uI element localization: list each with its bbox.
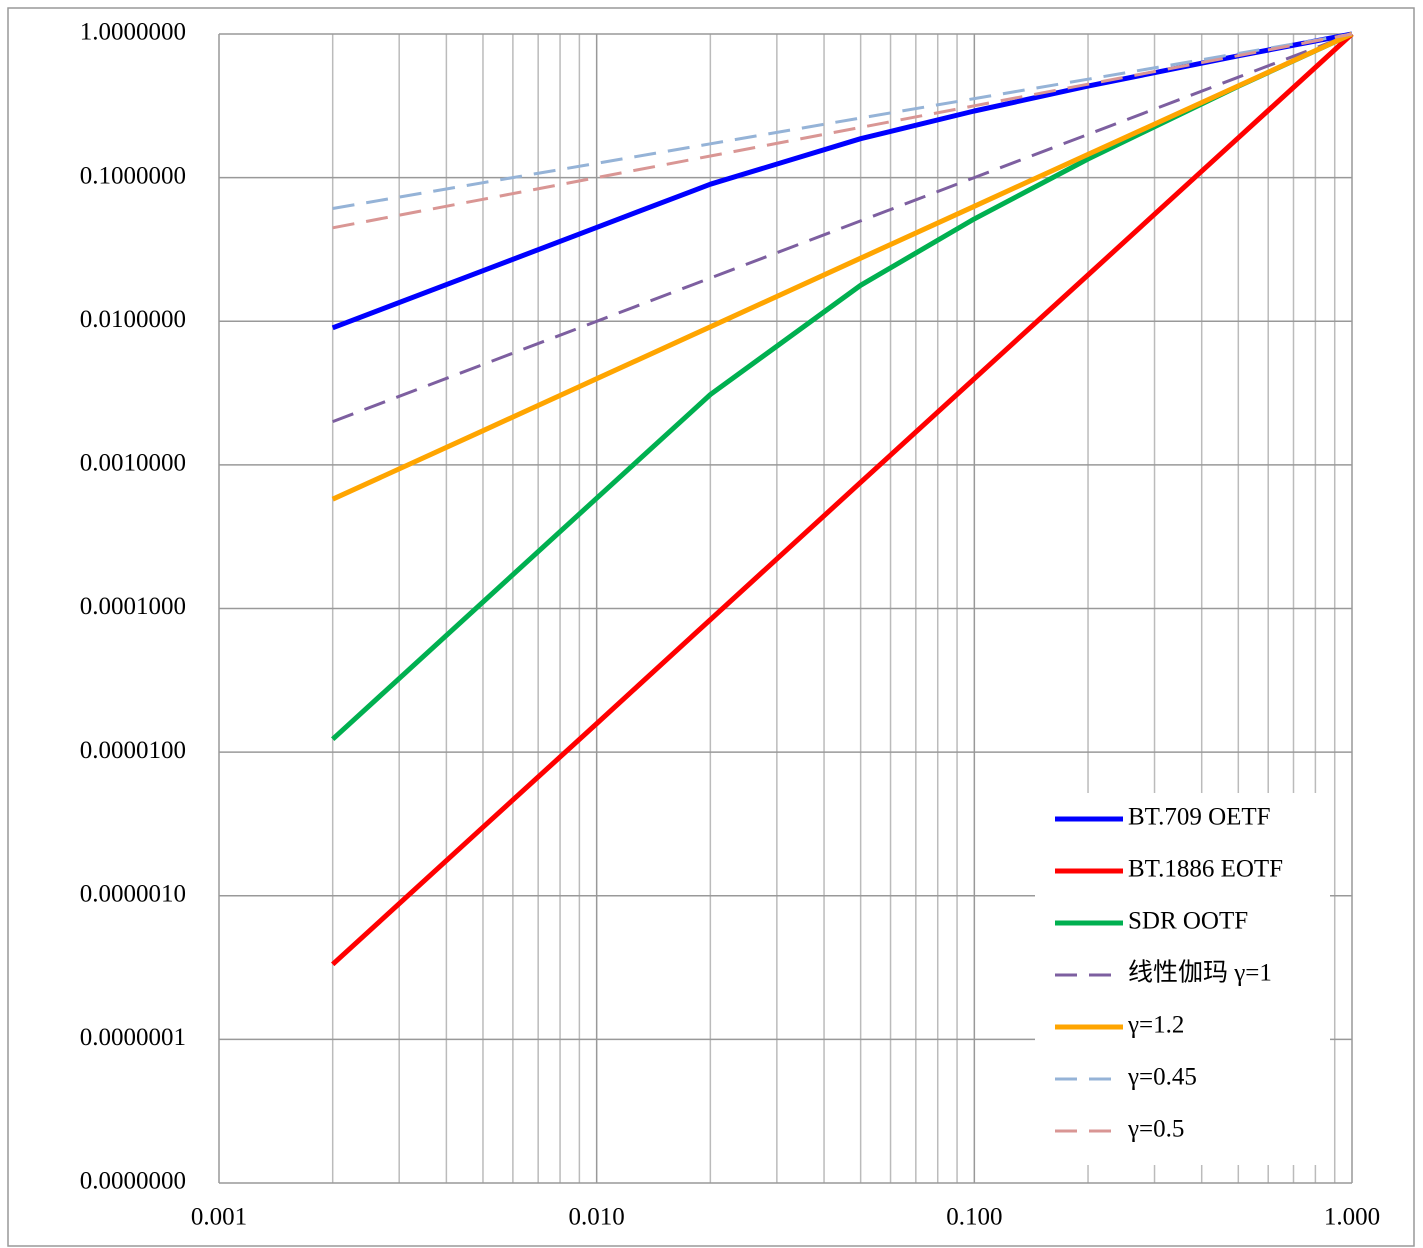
line-series <box>332 32 1353 424</box>
x-tick-label: 0.100 <box>946 1204 1002 1231</box>
y-tick-label: 0.0000010 <box>80 880 186 907</box>
line-series <box>332 32 1353 230</box>
y-tick-label: 0.0100000 <box>80 306 186 333</box>
line-series <box>331 32 1354 967</box>
y-tick-label: 1.0000000 <box>80 19 186 46</box>
y-tick-label: 0.0010000 <box>80 450 186 477</box>
legend-label: BT.1886 EOTF <box>1128 856 1283 883</box>
legend-label: 线性伽玛 γ=1 <box>1128 959 1272 987</box>
line-series <box>331 31 1354 502</box>
line-series <box>332 32 1353 210</box>
y-tick-label: 0.0000001 <box>80 1024 186 1051</box>
line-series <box>331 31 1353 331</box>
y-tick-label: 0.0000100 <box>80 737 186 764</box>
legend-box <box>1035 793 1330 1165</box>
y-tick-label: 0.0001000 <box>80 593 186 620</box>
legend-label: BT.709 OETF <box>1128 804 1271 831</box>
legend-label: SDR OOTF <box>1128 908 1248 935</box>
y-tick-label: 0.1000000 <box>80 162 186 189</box>
legend-label: γ=1.2 <box>1127 1012 1184 1039</box>
legend-label: γ=0.5 <box>1127 1116 1184 1143</box>
x-tick-label: 1.000 <box>1324 1204 1380 1231</box>
x-tick-label: 0.001 <box>191 1204 247 1231</box>
y-tick-label: 0.0000000 <box>80 1168 186 1195</box>
x-tick-label: 0.010 <box>569 1204 625 1231</box>
legend-label: γ=0.45 <box>1127 1064 1197 1091</box>
